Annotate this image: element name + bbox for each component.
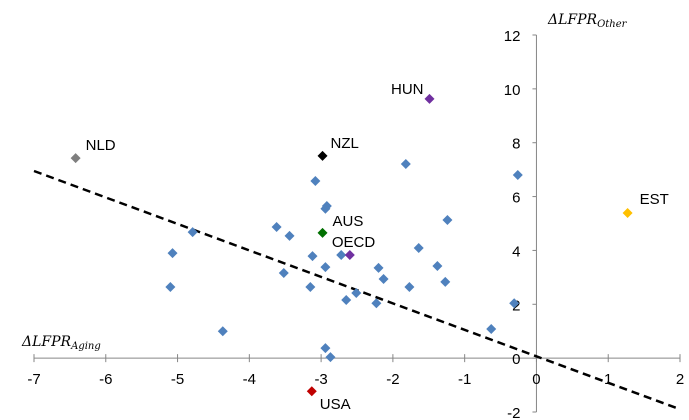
- point: [400, 158, 411, 169]
- x-tick-label: -6: [99, 371, 112, 388]
- y-tick-label: 8: [512, 136, 520, 153]
- point: [442, 214, 453, 225]
- point: [404, 282, 415, 293]
- point-label: NZL: [331, 135, 359, 152]
- point: [217, 326, 228, 337]
- point: [307, 251, 318, 262]
- point: [371, 298, 382, 309]
- point: [305, 282, 316, 293]
- x-tick-label: -7: [27, 371, 40, 388]
- point: [306, 386, 317, 397]
- y-tick-label: 10: [504, 82, 521, 99]
- y-axis-title: ΔLFPROther: [547, 12, 628, 30]
- x-tick-label: -3: [314, 371, 327, 388]
- point: [341, 294, 352, 305]
- point: [187, 227, 198, 238]
- point-label: HUN: [391, 81, 424, 98]
- y-axis-title-main: ΔLFPR: [547, 12, 598, 28]
- point: [344, 250, 355, 261]
- x-tick-label: -5: [171, 371, 184, 388]
- point: [167, 248, 178, 259]
- point: [413, 243, 424, 254]
- point: [165, 282, 176, 293]
- x-tick-label: 2: [676, 371, 684, 388]
- point: [271, 222, 282, 233]
- point-label: EST: [640, 191, 669, 208]
- point: [317, 150, 328, 161]
- y-tick-label: 12: [504, 28, 521, 45]
- point: [351, 287, 362, 298]
- x-tick-label: -4: [243, 371, 256, 388]
- point: [424, 93, 435, 104]
- y-axis-title-sub: Other: [597, 19, 628, 30]
- point: [325, 352, 336, 363]
- y-tick-label: 4: [512, 243, 520, 260]
- y-tick-label: 6: [512, 190, 520, 207]
- point-label: NLD: [86, 137, 116, 154]
- y-tick-label: 0: [512, 351, 520, 368]
- x-axis-title-main: ΔLFPR: [21, 334, 72, 350]
- point-label: USA: [320, 396, 351, 413]
- point-label: AUS: [333, 213, 364, 230]
- point: [284, 230, 295, 241]
- point: [440, 276, 451, 287]
- point: [432, 261, 443, 272]
- point: [378, 273, 389, 284]
- x-tick-label: -1: [458, 371, 471, 388]
- point: [486, 324, 497, 335]
- point: [320, 262, 331, 273]
- point: [310, 175, 321, 186]
- x-tick-label: 1: [604, 371, 612, 388]
- point: [622, 207, 633, 218]
- x-axis-title-sub: Aging: [70, 341, 101, 352]
- x-axis-title: ΔLFPRAging: [21, 334, 101, 352]
- x-tick-label: -2: [386, 371, 399, 388]
- point: [512, 170, 523, 181]
- point: [373, 262, 384, 273]
- point: [320, 343, 331, 354]
- x-tick-label: 0: [532, 371, 540, 388]
- point: [320, 203, 331, 214]
- point: [336, 250, 347, 261]
- point: [278, 268, 289, 279]
- point: [509, 298, 520, 309]
- point: [317, 227, 328, 238]
- point-label: OECD: [332, 234, 376, 251]
- point: [70, 153, 81, 164]
- y-tick-label: -2: [507, 405, 520, 420]
